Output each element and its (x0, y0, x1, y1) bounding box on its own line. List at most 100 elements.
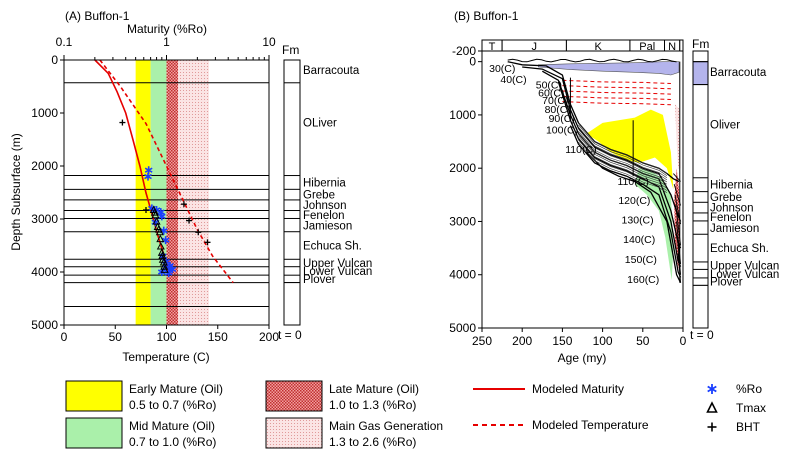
burial-curve-thin (578, 133, 668, 185)
legend-marker-label: %Ro (736, 382, 762, 396)
burial-curve-thin (578, 131, 668, 183)
y-tick-label: 0 (469, 55, 476, 69)
isotherm-horizon-label: 90(C) (549, 113, 575, 125)
formation-label: Johnson (710, 203, 753, 215)
y-tick-label: 4000 (31, 265, 58, 279)
legend-range: 1.0 to 1.3 (%Ro) (329, 398, 416, 412)
burial-curve (557, 81, 682, 267)
formation-label: Echuca Sh. (303, 241, 362, 253)
burial-curve-thin (578, 124, 668, 176)
isotherm-horizon-label: 110(C) (618, 176, 649, 188)
maturity-tick-label: 10 (262, 35, 276, 49)
tmax-triangle-marker (156, 234, 165, 243)
period-cell-recent (679, 39, 684, 52)
panel-b-fm-header: Fm (692, 37, 709, 51)
isotherm-horizon-label: 140(C) (623, 234, 655, 246)
panel-b-plot-frame (481, 50, 684, 329)
formation-column-base (283, 282, 301, 326)
ro-asterisk-marker (157, 212, 166, 221)
legend-swatch (265, 417, 323, 449)
maturity-window-band-3 (178, 60, 210, 325)
maturity-zone-area (634, 168, 674, 281)
isotherm-dashed-line (562, 79, 671, 84)
panel-b-t-label: t = 0 (690, 328, 714, 342)
maturity-tick-label: 0.1 (56, 35, 73, 49)
ro-asterisk-marker (144, 172, 152, 181)
formation-label: Fenelon (303, 210, 345, 222)
formation-label: Grebe (710, 192, 742, 204)
formation-label: Upper Vulcan (710, 261, 779, 273)
formation-label: Barracouta (303, 65, 360, 77)
y-tick-label: 2000 (31, 159, 58, 173)
legend-swatch (65, 380, 123, 412)
y-tick-label: 1000 (449, 108, 476, 122)
legend-title: Late Mature (Oil) (329, 382, 419, 396)
bht-plus-marker (186, 217, 193, 224)
burial-curve (586, 151, 682, 283)
formation-column (283, 59, 301, 284)
period-label: N (668, 41, 676, 53)
maturity-zone-area (675, 104, 681, 169)
y-tick-label: 5000 (31, 318, 58, 332)
panel-b-x-axis-title: Age (my) (558, 351, 607, 365)
legend-range: 1.3 to 2.6 (%Ro) (329, 435, 416, 449)
formation-label: Fenelon (710, 212, 752, 224)
tmax-triangle-marker (151, 210, 160, 219)
legend-title: Mid Mature (Oil) (129, 419, 215, 433)
legend-range: 0.7 to 1.0 (%Ro) (129, 435, 216, 449)
y-tick-label: 3000 (449, 214, 476, 228)
age-tick-label: 150 (552, 334, 572, 348)
bht-plus-marker (119, 119, 126, 126)
isotherm-horizon-label: 60(C) (538, 88, 564, 100)
ro-asterisk-marker (164, 269, 173, 278)
isotherm-horizon-label: 100(C) (546, 124, 578, 136)
formation-column-barracouta-fill (692, 61, 709, 86)
formation-label: Lower Vulcan (710, 269, 779, 281)
temperature-tick-label: 50 (109, 330, 123, 344)
ro-asterisk-marker (168, 265, 177, 274)
isotherm-horizon-label: 50(C) (536, 80, 562, 92)
burial-curve-thin (578, 127, 668, 179)
modeled-temperature-line (99, 59, 234, 284)
panel-b-title: (B) Buffon-1 (454, 9, 519, 23)
burial-curve (569, 125, 682, 278)
isotherm-horizon-label: 30(C) (489, 63, 515, 75)
panel-a-fm-header: Fm (282, 43, 299, 57)
formation-label: Plover (303, 274, 336, 286)
burial-curve-thin (578, 137, 668, 189)
formation-label: Upper Vulcan (303, 258, 372, 270)
y-tick-label: 4000 (449, 268, 476, 282)
tmax-triangle-marker (160, 262, 169, 270)
temperature-tick-label: 0 (61, 330, 68, 344)
maturity-window-band-0 (135, 60, 151, 325)
panel-a-title: (A) Buffon-1 (65, 9, 130, 23)
formation-label: Echuca Sh. (710, 243, 769, 255)
temperature-tick-label: 100 (156, 330, 176, 344)
burial-curve-thin (578, 135, 668, 187)
panel-a-y-axis-title: Depth Subsurface (m) (9, 133, 23, 250)
tmax-triangle-marker (155, 227, 164, 236)
bht-plus-marker (143, 206, 149, 213)
burial-curve-thin (578, 139, 668, 191)
age-tick-label: 50 (636, 334, 650, 348)
formation-label: Hibernia (303, 177, 346, 189)
y-tick-label: 1000 (31, 106, 58, 120)
bht-plus-marker (180, 201, 187, 208)
temperature-tick-label: 150 (208, 330, 228, 344)
y-tick-label: 3000 (31, 212, 58, 226)
panel-a-bottom-axis-title: Temperature (C) (122, 350, 209, 364)
maturity-window-band-1 (150, 60, 167, 325)
maturity-zone-area (537, 61, 680, 76)
burial-curve-thin (578, 129, 668, 181)
tmax-triangle-marker (150, 208, 159, 216)
tmax-triangle-marker (152, 217, 161, 225)
isotherm-horizon-label: 150(C) (625, 254, 657, 266)
formation-label: Jamieson (303, 220, 352, 232)
tmax-triangle-marker (158, 251, 167, 260)
isotherm-horizon-label: 70(C) (542, 95, 568, 107)
isotherm-horizon-label: 40(C) (500, 74, 526, 86)
ro-asterisk-marker (156, 208, 165, 217)
y-tick-label: 5000 (449, 321, 476, 335)
